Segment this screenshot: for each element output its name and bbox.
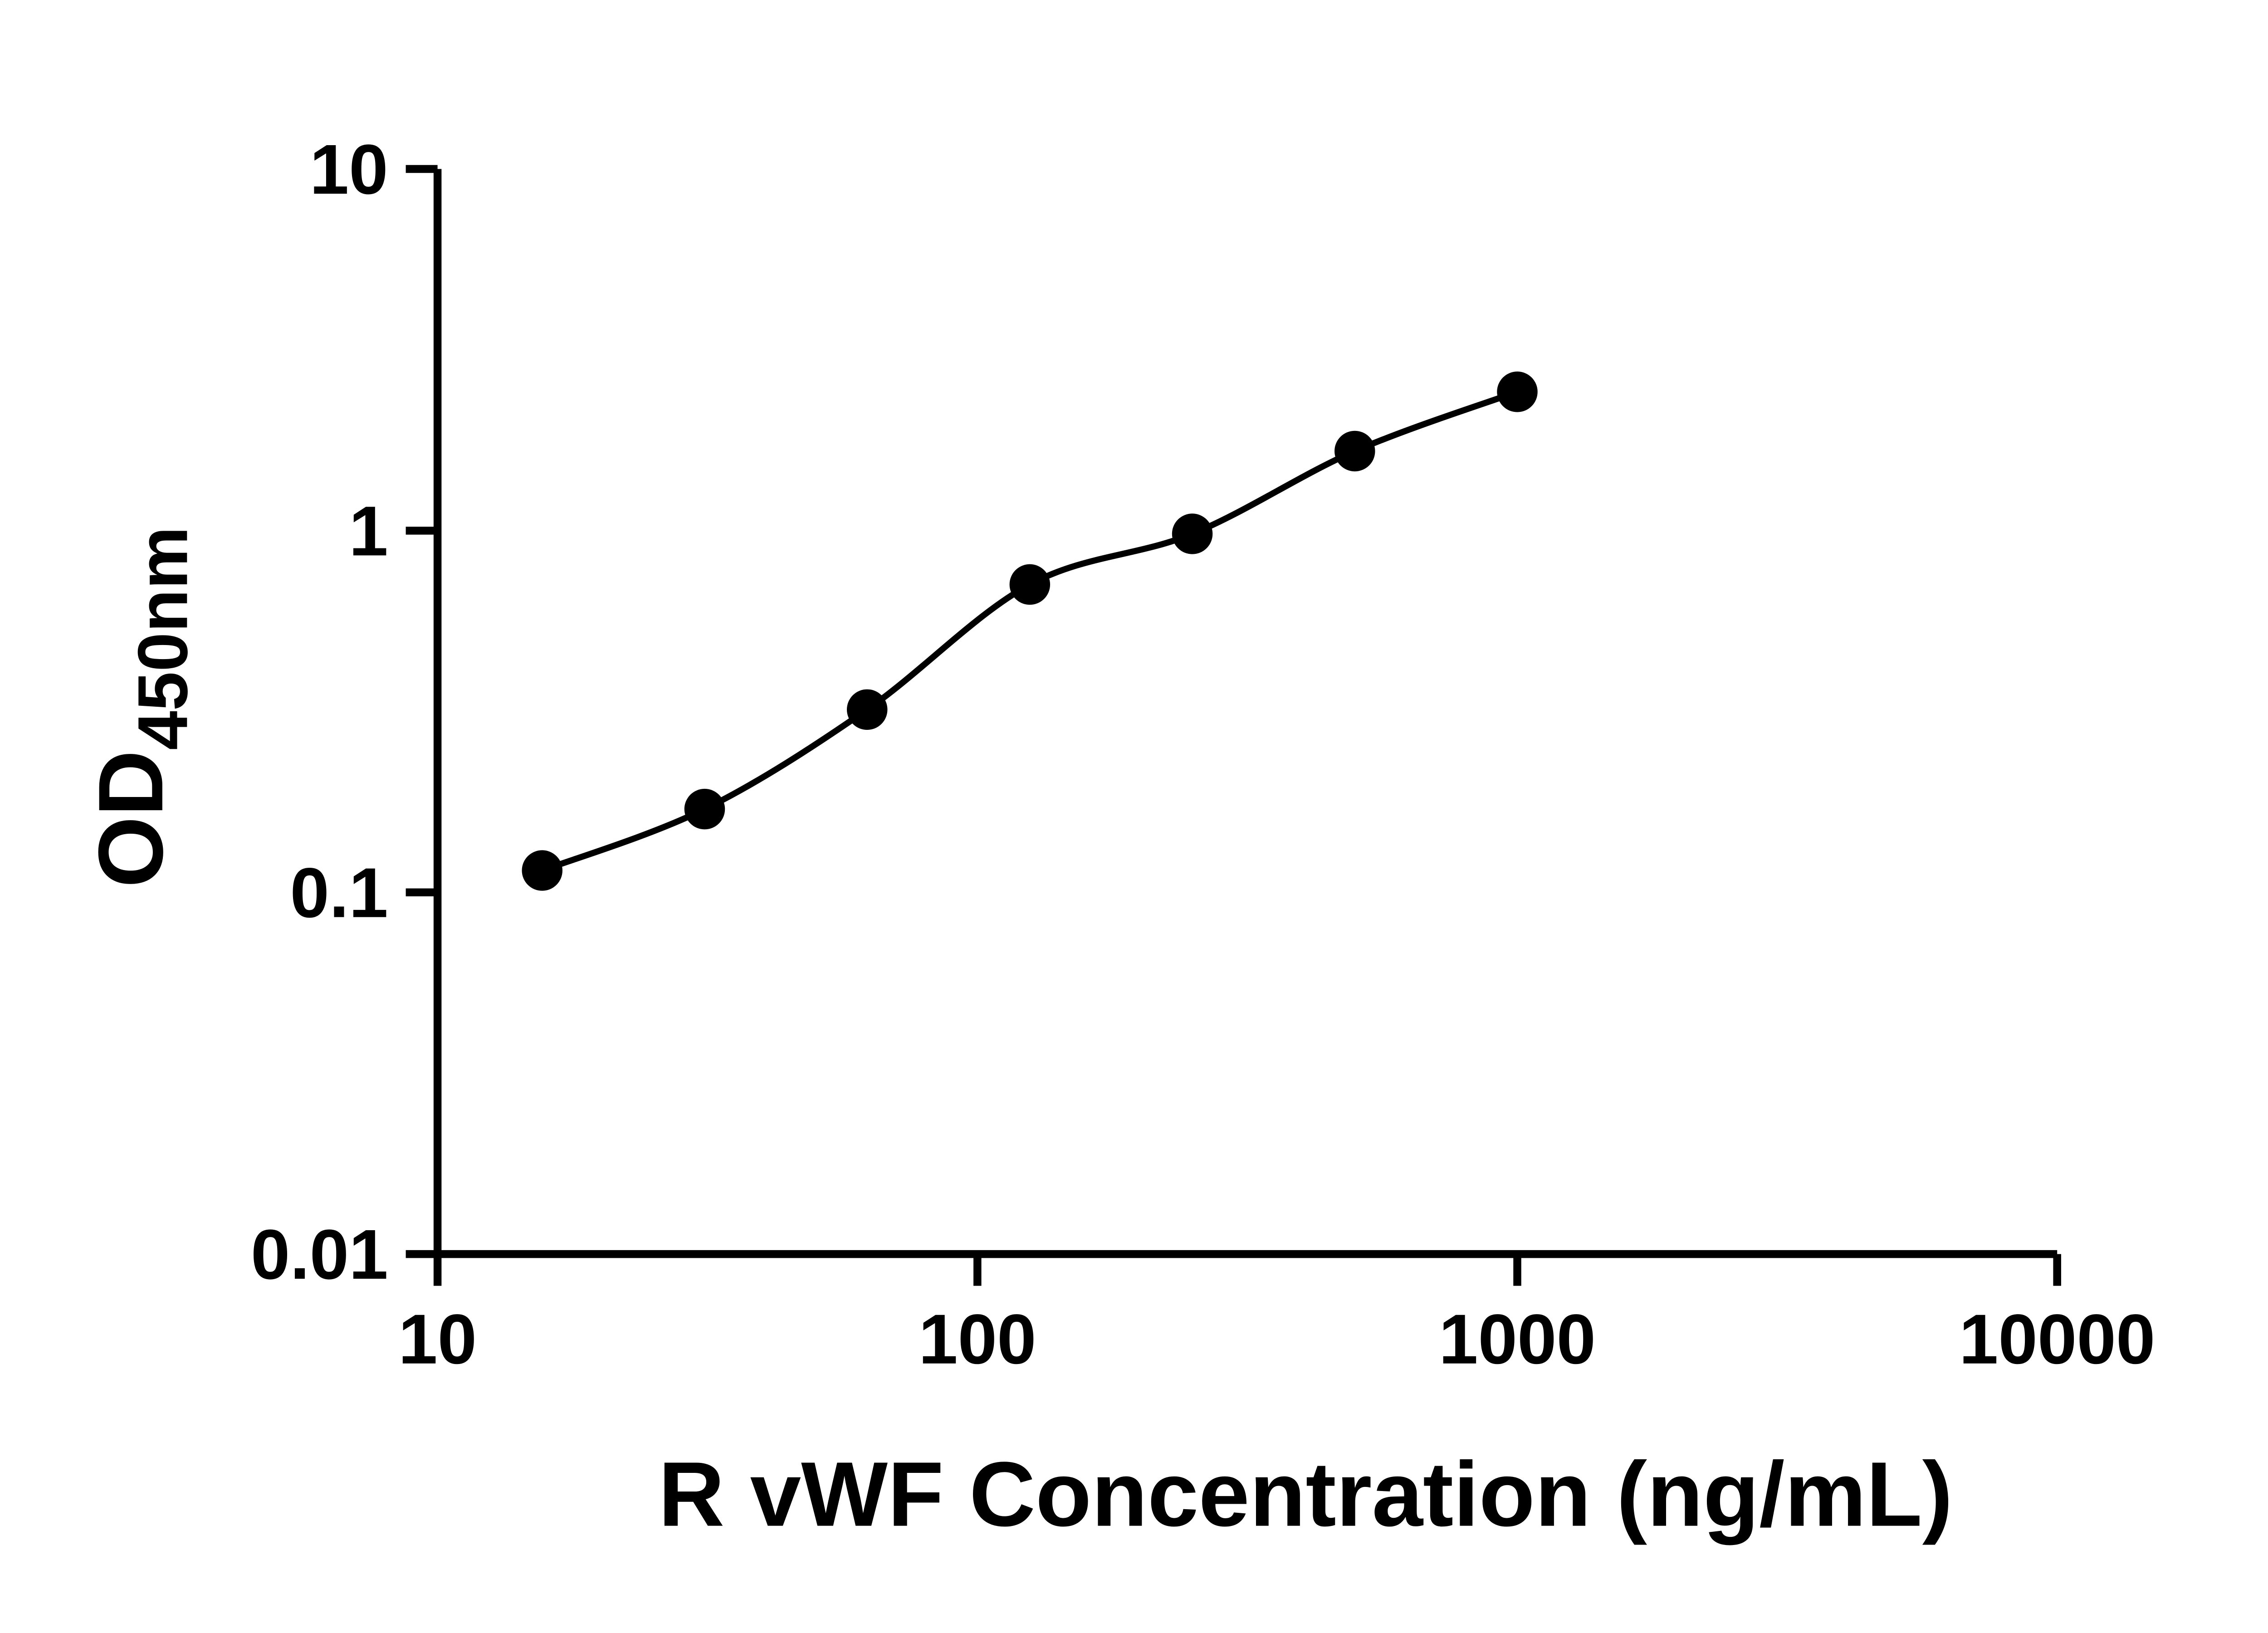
y-axis-title-sub: 450nm <box>123 527 202 750</box>
data-point <box>1009 564 1051 605</box>
y-tick-label: 10 <box>310 130 388 209</box>
data-point <box>1497 372 1538 412</box>
y-tick-label: 0.1 <box>290 853 388 932</box>
data-point <box>684 788 725 830</box>
data-point <box>522 850 562 891</box>
x-tick-label: 10000 <box>1959 1300 2156 1379</box>
y-tick-label: 1 <box>349 491 388 570</box>
y-tick-label: 0.01 <box>251 1215 388 1294</box>
x-tick-label: 1000 <box>1439 1300 1596 1379</box>
x-tick-label: 100 <box>919 1300 1036 1379</box>
y-axis-title: OD450nm <box>79 527 202 888</box>
plot-area: 10 100 1000 10000 0.01 0.1 1 10 <box>251 130 2156 1379</box>
x-tick-label: 10 <box>398 1300 477 1379</box>
data-point <box>1172 513 1213 554</box>
data-point <box>846 689 888 730</box>
data-point <box>1334 430 1375 472</box>
y-axis-title-main: OD <box>79 750 182 888</box>
x-axis-title: R vWF Concentration (ng/mL) <box>658 1443 1953 1545</box>
axes <box>433 169 2058 1258</box>
